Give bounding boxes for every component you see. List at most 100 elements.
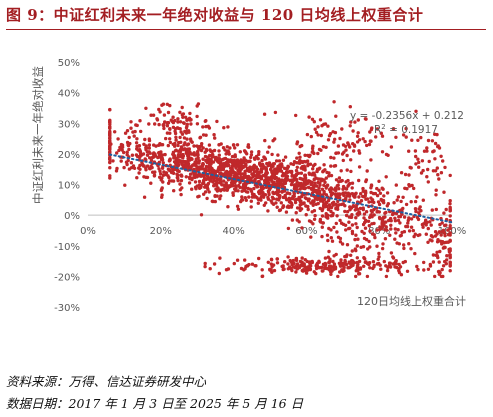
scatter-point <box>337 187 341 191</box>
scatter-point <box>166 167 171 171</box>
scatter-point <box>316 133 320 137</box>
scatter-point <box>294 270 298 274</box>
scatter-point <box>149 158 154 163</box>
scatter-point <box>249 199 253 203</box>
scatter-point <box>217 271 221 276</box>
scatter-point <box>153 170 157 174</box>
scatter-point <box>283 155 288 159</box>
scatter-point <box>336 144 341 148</box>
scatter-point <box>267 181 271 185</box>
scatter-point <box>301 202 305 206</box>
scatter-point <box>331 259 335 264</box>
scatter-point <box>179 178 184 183</box>
scatter-point <box>207 143 212 147</box>
scatter-point <box>415 264 419 269</box>
scatter-point <box>348 265 353 269</box>
scatter-point <box>137 166 141 170</box>
scatter-point <box>341 187 345 191</box>
scatter-point <box>366 219 371 223</box>
scatter-point <box>179 192 183 197</box>
scatter-point <box>335 230 339 234</box>
scatter-point <box>345 243 350 247</box>
scatter-point <box>200 163 205 167</box>
y-tick-label: 0% <box>64 211 80 222</box>
scatter-point <box>188 111 192 116</box>
scatter-point <box>305 132 310 137</box>
scatter-point <box>349 253 353 257</box>
scatter-point <box>122 165 126 170</box>
scatter-point <box>404 202 409 207</box>
scatter-point <box>294 178 299 182</box>
scatter-point <box>377 179 381 183</box>
scatter-point <box>410 138 414 142</box>
scatter-point <box>420 159 425 163</box>
scatter-point <box>407 149 411 153</box>
scatter-point <box>181 112 186 116</box>
scatter-point <box>205 196 209 201</box>
scatter-point <box>341 184 346 189</box>
scatter-point <box>203 190 208 194</box>
scatter-point <box>215 119 219 124</box>
scatter-point <box>378 191 383 195</box>
scatter-point <box>242 158 247 162</box>
scatter-point <box>205 148 209 153</box>
scatter-point <box>314 263 319 267</box>
scatter-point <box>138 163 142 168</box>
scatter-point <box>396 218 401 223</box>
scatter-point <box>135 123 139 128</box>
scatter-point <box>345 210 350 214</box>
scatter-point <box>178 188 182 192</box>
scatter-point <box>279 179 283 184</box>
scatter-point <box>323 122 328 126</box>
scatter-point <box>258 197 262 201</box>
scatter-point <box>351 129 355 133</box>
scatter-point <box>389 223 393 227</box>
scatter-point <box>222 179 226 183</box>
scatter-point <box>365 169 369 173</box>
scatter-point <box>354 274 358 279</box>
scatter-point <box>401 195 405 199</box>
scatter-point <box>148 151 152 155</box>
scatter-point <box>283 181 288 186</box>
scatter-point <box>197 146 201 151</box>
scatter-point <box>444 262 448 266</box>
scatter-point <box>320 234 324 239</box>
scatter-point <box>354 233 358 237</box>
scatter-point <box>221 187 225 192</box>
scatter-point <box>273 110 278 115</box>
scatter-point <box>350 186 354 190</box>
scatter-point <box>265 176 270 180</box>
scatter-point <box>255 185 260 189</box>
scatter-point <box>440 242 444 246</box>
scatter-point <box>240 189 244 193</box>
scatter-point <box>126 158 130 163</box>
scatter-point <box>207 126 212 130</box>
y-tick-label: -20% <box>54 272 80 283</box>
scatter-point <box>343 223 348 227</box>
scatter-point <box>362 212 367 216</box>
scatter-point <box>364 117 368 121</box>
scatter-point <box>430 208 434 212</box>
scatter-point <box>387 264 391 268</box>
scatter-point <box>226 186 230 191</box>
scatter-point <box>254 166 258 170</box>
scatter-point <box>298 208 302 213</box>
scatter-point <box>447 250 452 254</box>
scatter-point <box>334 202 338 207</box>
scatter-point <box>395 241 399 245</box>
scatter-point <box>350 258 354 263</box>
scatter-point <box>254 174 258 178</box>
scatter-point <box>168 137 172 141</box>
scatter-point <box>299 186 304 190</box>
scatter-point <box>147 122 151 126</box>
scatter-point <box>269 257 274 261</box>
scatter-point <box>436 173 440 177</box>
scatter-point <box>426 167 430 172</box>
x-tick-label: 40% <box>222 226 244 237</box>
scatter-point <box>274 159 279 163</box>
scatter-point <box>438 222 442 227</box>
scatter-point <box>203 264 207 269</box>
scatter-point <box>433 132 437 136</box>
scatter-point <box>339 258 343 262</box>
scatter-point <box>342 265 346 270</box>
